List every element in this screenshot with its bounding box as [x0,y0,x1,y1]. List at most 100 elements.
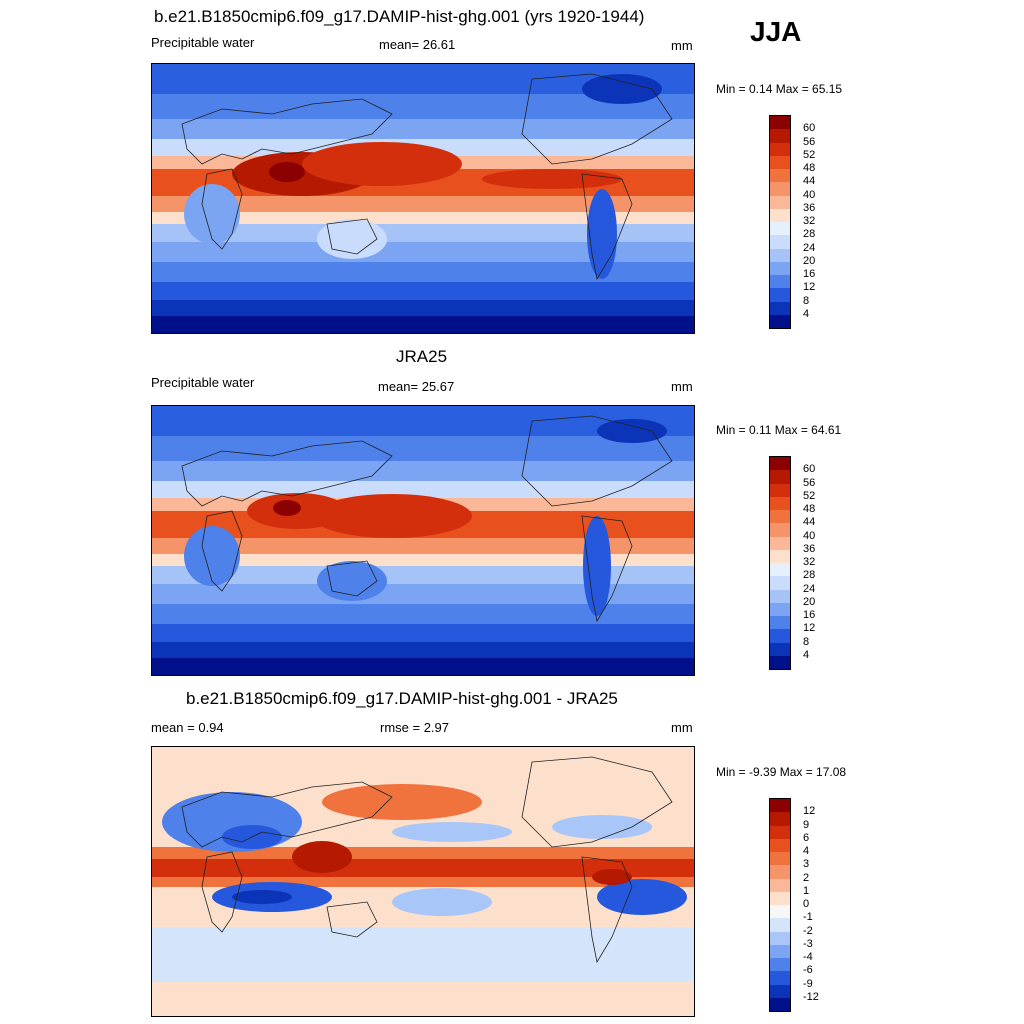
colorbar-label: 16 [803,268,816,280]
panel-2-mean-label: mean= 25.67 [378,379,455,394]
colorbar-label: 52 [803,148,816,161]
colorbar-swatch [770,314,790,328]
colorbar-swatch [770,208,790,222]
colorbar-swatch [770,576,790,590]
colorbar-swatch [770,523,790,537]
colorbar-label: 12 [803,622,816,635]
colorbar-swatch [770,838,790,852]
colorbar-label: 8 [803,294,810,307]
panel-2-title: JRA25 [396,347,448,366]
panel-3-colorbar [769,798,791,1012]
colorbar-label: 60 [803,463,816,476]
colorbar-swatch [770,602,790,616]
colorbar-swatch [770,799,790,813]
colorbar-label: -9 [803,977,813,990]
colorbar-swatch [770,563,790,577]
colorbar-swatch [770,129,790,143]
colorbar-swatch [770,182,790,196]
colorbar-swatch [770,905,790,919]
colorbar-swatch [770,116,790,130]
colorbar-swatch [770,825,790,839]
colorbar-label: 9 [803,818,810,831]
panel-1-map [151,63,695,334]
colorbar-label: 36 [803,201,816,214]
panel-2-map-field [152,406,694,675]
colorbar-label: 48 [803,162,816,174]
colorbar-label: 60 [803,122,816,135]
colorbar-label: 28 [803,228,816,241]
colorbar-swatch [770,958,790,972]
colorbar-swatch [770,510,790,524]
colorbar-swatch [770,470,790,484]
colorbar-swatch [770,616,790,630]
colorbar-swatch [770,812,790,826]
panel-1-minmax: Min = 0.14 Max = 65.15 [716,82,843,96]
colorbar-swatch [770,275,790,289]
colorbar-swatch [770,288,790,302]
colorbar-label: 40 [803,529,816,542]
colorbar-label: 2 [803,871,810,884]
colorbar-label: 20 [803,254,816,267]
panel-2-map [151,405,695,676]
colorbar-label: 24 [803,241,816,254]
colorbar-swatch [770,918,790,932]
panel-3-minmax: Min = -9.39 Max = 17.08 [716,765,847,779]
colorbar-swatch [770,169,790,183]
colorbar-swatch [770,195,790,209]
colorbar-label: -6 [803,964,813,977]
colorbar-swatch [770,483,790,497]
colorbar-label: 20 [803,595,816,608]
colorbar-swatch [770,852,790,866]
colorbar-swatch [770,261,790,275]
colorbar-label: 0 [803,898,810,910]
panel-2-colorbar [769,456,791,670]
colorbar-swatch [770,549,790,563]
colorbar-swatch [770,589,790,603]
colorbar-label: 4 [803,307,810,320]
colorbar-label: 12 [803,281,816,294]
colorbar-swatch [770,222,790,236]
colorbar-label: -3 [803,937,813,950]
colorbar-swatch [770,301,790,315]
colorbar-label: 4 [803,648,810,661]
colorbar-label: 8 [803,635,810,648]
panel-3-map-field [152,747,694,1016]
colorbar-label: 48 [803,503,816,515]
panel-3-units: mm [671,720,693,735]
colorbar-label: -1 [803,911,813,924]
colorbar-swatch [770,235,790,249]
colorbar-swatch [770,997,790,1011]
colorbar-label: 24 [803,582,816,595]
panel-1-colorbar [769,115,791,329]
panel-3-map [151,746,695,1017]
colorbar-label: 4 [803,845,810,857]
colorbar-label: 56 [803,135,816,148]
panel-2-units: mm [671,379,693,394]
panel-1-title: b.e21.B1850cmip6.f09_g17.DAMIP-hist-ghg.… [154,7,645,26]
colorbar-label: 28 [803,569,816,582]
panel-3-title: b.e21.B1850cmip6.f09_g17.DAMIP-hist-ghg.… [186,689,618,708]
panel-3-rmse-label: rmse = 2.97 [380,720,450,735]
panel-1-left-label: Precipitable water [151,35,255,50]
colorbar-label: -4 [803,951,813,963]
colorbar-label: 12 [803,805,816,818]
colorbar-label: 1 [803,884,810,897]
colorbar-label: -2 [803,924,813,937]
colorbar-swatch [770,142,790,156]
colorbar-swatch [770,655,790,669]
colorbar-label: 44 [803,516,816,529]
panel-1-mean-label: mean= 26.61 [379,37,456,52]
colorbar-swatch [770,891,790,905]
colorbar-label: 36 [803,542,816,555]
colorbar-label: -12 [803,990,819,1003]
colorbar-swatch [770,931,790,945]
panel-2-left-label: Precipitable water [151,375,255,390]
colorbar-swatch [770,984,790,998]
colorbar-label: 32 [803,215,816,227]
panel-1-map-field [152,64,694,333]
colorbar-label: 32 [803,556,816,568]
colorbar-label: 56 [803,476,816,489]
panel-3-mean-label: mean = 0.94 [151,720,224,735]
colorbar-swatch [770,536,790,550]
colorbar-swatch [770,457,790,471]
